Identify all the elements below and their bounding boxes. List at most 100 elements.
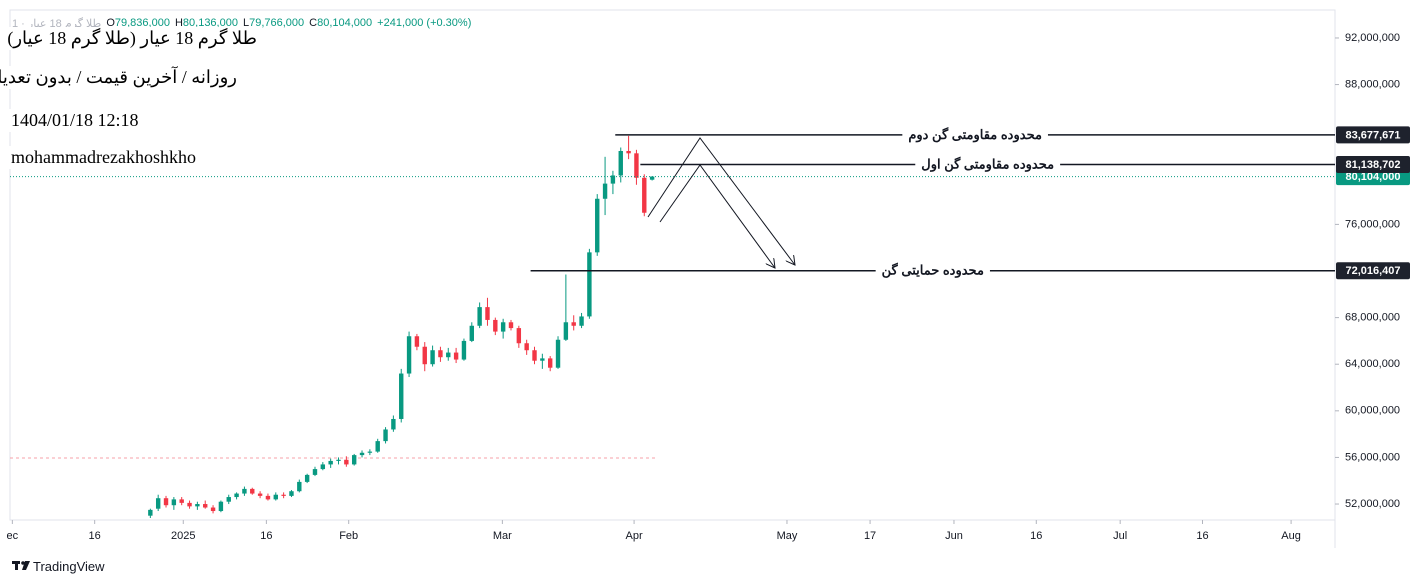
- candle-body: [265, 495, 271, 500]
- ohlc-key: C: [309, 17, 318, 29]
- marks: 52,000,000 56,000,000 60,000,000 64,000,000…: [7, 32, 1410, 542]
- candle-body: [626, 150, 631, 154]
- candle-body: [438, 350, 443, 358]
- y-tick-label: 88,000,000: [1345, 78, 1400, 90]
- level-label-bg: [902, 126, 1048, 143]
- change: +241,000 (+0.30%): [377, 17, 472, 29]
- candle-body: [618, 150, 623, 176]
- candle-body: [234, 493, 239, 498]
- tradingview-logo: [12, 561, 30, 570]
- candle-body: [328, 460, 333, 465]
- author: mohammadrezakhoshkho: [8, 146, 199, 169]
- candle-body: [226, 497, 231, 502]
- candle-body: [477, 307, 482, 326]
- candle-body: [634, 153, 639, 178]
- candle-body: [540, 358, 545, 361]
- candle-body: [422, 346, 427, 365]
- candle-body: [563, 322, 569, 340]
- candle-body: [610, 175, 616, 184]
- x-tick-label: Apr: [626, 530, 643, 542]
- candle-body: [399, 373, 404, 419]
- level-price-box: [1336, 126, 1410, 144]
- candle-body: [273, 494, 278, 500]
- plot-frame: [9, 9, 1336, 521]
- candle-body: [336, 459, 341, 461]
- candle-body: [320, 464, 326, 470]
- timestamp: 1404/01/18 12:18: [8, 109, 142, 132]
- x-tick-label: 17: [864, 530, 876, 542]
- candle-body: [595, 198, 600, 253]
- ohlc-value: 79,836,000: [114, 17, 170, 29]
- level-price-label: 81,138,702: [1345, 159, 1400, 171]
- candle-body: [250, 488, 255, 494]
- candle-body: [210, 507, 216, 512]
- candle-body: [171, 499, 177, 506]
- candle-body: [155, 498, 161, 509]
- ohlc-value: 80,136,000: [182, 17, 238, 29]
- candle-body: [602, 183, 608, 199]
- level-price-label: 83,677,671: [1345, 129, 1400, 141]
- level-label: محدوده حمایتی گن: [882, 262, 984, 279]
- candle-body: [203, 504, 208, 508]
- candle-body: [218, 501, 224, 512]
- candle-body: [485, 307, 490, 320]
- candle-body: [367, 451, 373, 453]
- x-tick-label: ec: [7, 530, 19, 542]
- candle-body: [289, 491, 294, 496]
- candle-body: [359, 452, 365, 456]
- candle-body: [163, 498, 169, 506]
- candle-body: [257, 493, 263, 496]
- candle-body: [383, 429, 388, 442]
- level-price-box: [1336, 156, 1410, 174]
- candle-body: [312, 469, 318, 475]
- candle-body: [195, 504, 200, 507]
- candle-body: [351, 455, 357, 465]
- ohlc-value: 79,766,000: [249, 17, 305, 29]
- x-tick-label: Aug: [1281, 530, 1301, 542]
- candle-body: [642, 177, 647, 213]
- x-tick-label: May: [777, 530, 798, 542]
- candle-body: [461, 340, 467, 360]
- ohlc-key: O: [106, 17, 115, 29]
- candle-body: [179, 499, 184, 503]
- projection-arrow: [659, 164, 775, 268]
- y-tick-label: 68,000,000: [1345, 312, 1400, 324]
- candle-body: [414, 336, 420, 347]
- level-label-bg: [875, 262, 990, 279]
- candle-body: [571, 322, 576, 326]
- last-price-label: 80,104,000: [1345, 171, 1400, 183]
- candle-body: [391, 418, 396, 430]
- ohlc-key: L: [242, 17, 250, 29]
- candle-body: [344, 459, 349, 465]
- y-tick-label: 64,000,000: [1345, 358, 1400, 370]
- ohlc-key: H: [174, 17, 183, 29]
- x-tick-label: Jul: [1113, 530, 1127, 542]
- candle-body: [579, 316, 584, 326]
- candle-body: [587, 252, 592, 317]
- x-tick-label: Jun: [945, 530, 963, 542]
- candle-body: [453, 352, 459, 360]
- candle-body: [508, 322, 514, 329]
- candle-body: [649, 176, 655, 180]
- y-tick-label: 60,000,000: [1345, 405, 1400, 417]
- x-tick-label: 16: [89, 530, 101, 542]
- footer: TradingView: [33, 559, 105, 574]
- candle-body: [187, 502, 192, 507]
- candle-body: [148, 509, 153, 516]
- candle-body: [281, 494, 286, 496]
- candle-body: [297, 481, 302, 492]
- y-tick-label: 92,000,000: [1345, 32, 1400, 44]
- level-label: محدوده مقاومتی گن دوم: [908, 126, 1042, 143]
- y-tick-label: 56,000,000: [1345, 451, 1400, 463]
- level-price-label: 72,016,407: [1345, 265, 1400, 277]
- x-tick-label: 16: [1196, 530, 1208, 542]
- candle-body: [446, 352, 451, 358]
- candle-body: [493, 319, 498, 332]
- subtitle: روزانه / آخرین قیمت / بدون تعدیل: [0, 66, 240, 89]
- x-tick-label: 2025: [171, 530, 195, 542]
- candle-body: [406, 336, 412, 374]
- candle-body: [547, 358, 553, 368]
- candle-body: [304, 474, 310, 482]
